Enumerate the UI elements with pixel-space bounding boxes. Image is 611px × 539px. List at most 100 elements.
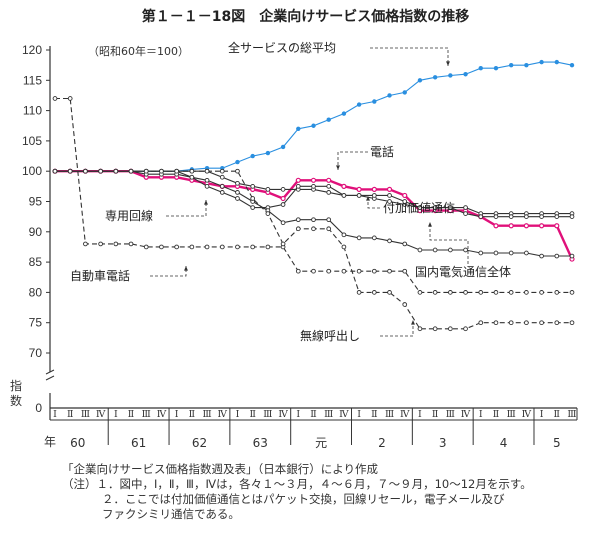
data-point [387,193,392,198]
data-point [463,211,468,216]
data-point [524,62,529,68]
data-point [295,226,301,232]
base-note: （昭和60年＝100） [88,44,189,58]
data-point [326,217,332,223]
quarter-label: Ⅱ [493,409,499,420]
data-point [326,117,331,122]
quarter-label: Ⅲ [567,409,576,420]
data-point [387,93,392,98]
data-point [219,168,225,174]
data-point [417,78,423,83]
data-point [295,268,301,274]
data-point [356,268,362,274]
data-point [523,223,529,229]
data-point [493,65,499,71]
data-point [402,302,408,307]
data-point [463,205,468,210]
series-line [55,170,572,215]
data-point [402,90,407,95]
y-tick-label: 80 [29,285,43,299]
data-point [371,186,377,192]
data-point [326,190,332,195]
y-axis-label-char: 指 [10,378,22,393]
series-line [55,170,572,330]
quarter-label: Ⅱ [67,409,73,420]
data-point [83,168,88,174]
data-point [478,290,484,295]
year-label: 3 [439,436,447,450]
series-group [52,59,575,174]
data-point [311,123,316,128]
data-point [295,184,301,189]
quarter-label: Ⅰ [357,409,361,420]
data-point [280,241,286,247]
data-point [250,205,256,210]
y-tick-label: 115 [23,73,42,87]
data-point [204,184,210,189]
quarter-label: Ⅲ [385,409,394,420]
data-point [83,241,88,247]
series-label: 国内電気通信全体 [415,264,511,279]
quarter-label: Ⅱ [128,409,134,420]
quarter-label: Ⅰ [53,409,57,420]
data-point [250,184,256,189]
data-point [569,253,575,259]
y-tick-label: 100 [22,164,42,178]
data-point [508,320,514,326]
quarter-label: Ⅰ [296,409,300,420]
year-label: 2 [378,436,386,450]
y-zero-label: 0 [35,401,42,415]
data-point [432,205,438,210]
leader-line [150,266,187,277]
data-point [554,59,559,65]
leader-arrowhead [411,320,415,325]
data-point [310,177,317,183]
data-point [67,168,73,174]
quarter-label: Ⅱ [371,409,377,420]
data-point [539,214,544,219]
axis-break-mark [45,369,55,381]
series-label: 全サービスの総平均 [228,40,336,55]
quarter-label: Ⅳ [96,409,106,420]
data-point [265,244,271,250]
data-point [402,268,408,274]
data-point [341,244,347,250]
y-tick-label: 95 [29,195,43,209]
data-point [524,214,529,219]
data-point [387,238,392,244]
data-point [387,268,392,274]
y-tick-label: 110 [23,104,42,118]
data-point [174,168,179,174]
leader-line [337,151,368,170]
data-point [52,96,58,101]
year-label: 60 [70,436,85,450]
data-point [311,268,316,274]
y-tick-label: 70 [29,346,43,360]
data-point [402,199,408,204]
quarter-label: Ⅱ [310,409,316,420]
data-point [387,290,392,295]
quarter-label: Ⅳ [522,409,532,420]
year-label: 61 [131,436,146,450]
y-tick-label: 120 [22,43,42,57]
data-point [235,168,240,174]
quarter-label: Ⅰ [114,409,118,420]
leader-arrowhead [184,266,188,271]
data-point [524,250,529,256]
notes: 「企業向けサービス価格指数週及表」（日本銀行）により作成 （注）１．図中，Ⅰ，Ⅱ… [62,462,532,522]
leader-line [370,47,449,66]
data-point [341,193,347,198]
data-point [280,202,286,207]
data-point [235,180,240,186]
year-label: 5 [553,436,561,450]
data-point [311,217,316,223]
series-label: 付加価値通信 [383,200,455,215]
data-point [250,244,256,250]
data-point [326,226,332,232]
data-point [219,190,225,195]
data-point [554,214,560,219]
data-point [554,290,560,295]
data-point [432,75,438,80]
data-point [493,290,499,295]
